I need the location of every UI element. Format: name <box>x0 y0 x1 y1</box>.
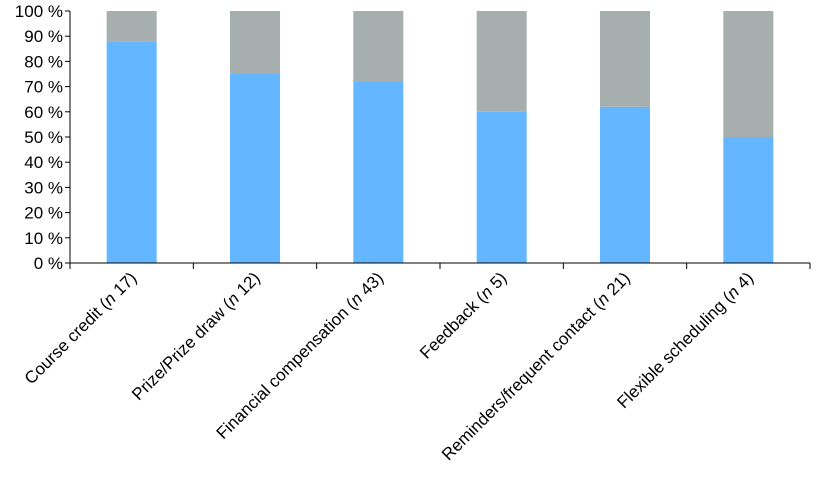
bars-group <box>106 11 774 263</box>
axes-group <box>69 11 811 269</box>
x-category-label-part: Course credit ( <box>21 296 114 389</box>
x-category-label-part: Financial compensation ( <box>213 296 360 443</box>
y-tick-label: 0 % <box>34 254 63 273</box>
x-labels-group: Course credit (n 17)Prize/Prize draw (n … <box>21 268 757 464</box>
y-tick-label: 20 % <box>24 204 63 223</box>
bar-segment-1-cat-6 <box>723 137 774 263</box>
bar-segment-1-cat-2 <box>230 74 280 263</box>
bar-segment-2-cat-2 <box>230 11 280 74</box>
bar-segment-2-cat-4 <box>476 11 527 112</box>
x-category-label-part: Prize/Prize draw ( <box>128 296 237 405</box>
bar-segment-1-cat-3 <box>353 81 404 263</box>
y-tick-label: 50 % <box>24 128 63 147</box>
y-tick-label: 80 % <box>24 52 63 71</box>
y-tick-label: 90 % <box>24 27 63 46</box>
bar-segment-1-cat-1 <box>106 41 157 263</box>
x-category-label: Course credit (n 17) <box>21 268 141 388</box>
bar-segment-1-cat-4 <box>476 111 527 263</box>
y-tick-label: 70 % <box>24 78 63 97</box>
x-category-label-part: Flexible scheduling ( <box>613 289 736 412</box>
bar-segment-2-cat-6 <box>723 11 774 137</box>
x-category-label: Flexible scheduling (n 4) <box>613 268 757 412</box>
y-tick-label: 100 % <box>15 2 63 21</box>
y-ticks-group: 0 % 10 % 20 % 30 % 40 % 50 % 60 % 70 % 80 % 90 % 1… <box>15 2 70 273</box>
bar-segment-1-cat-5 <box>600 106 650 263</box>
x-category-label: Prize/Prize draw (n 12) <box>128 268 264 404</box>
bar-segment-2-cat-3 <box>353 11 404 82</box>
x-category-label: Feedback (n 5) <box>416 268 510 362</box>
y-tick-label: 60 % <box>24 103 63 122</box>
bar-segment-2-cat-1 <box>106 11 157 42</box>
x-category-label-part: Feedback ( <box>416 289 490 363</box>
bar-segment-2-cat-5 <box>600 11 650 107</box>
y-tick-label: 30 % <box>24 178 63 197</box>
y-tick-label: 10 % <box>24 229 63 248</box>
y-tick-label: 40 % <box>24 153 63 172</box>
